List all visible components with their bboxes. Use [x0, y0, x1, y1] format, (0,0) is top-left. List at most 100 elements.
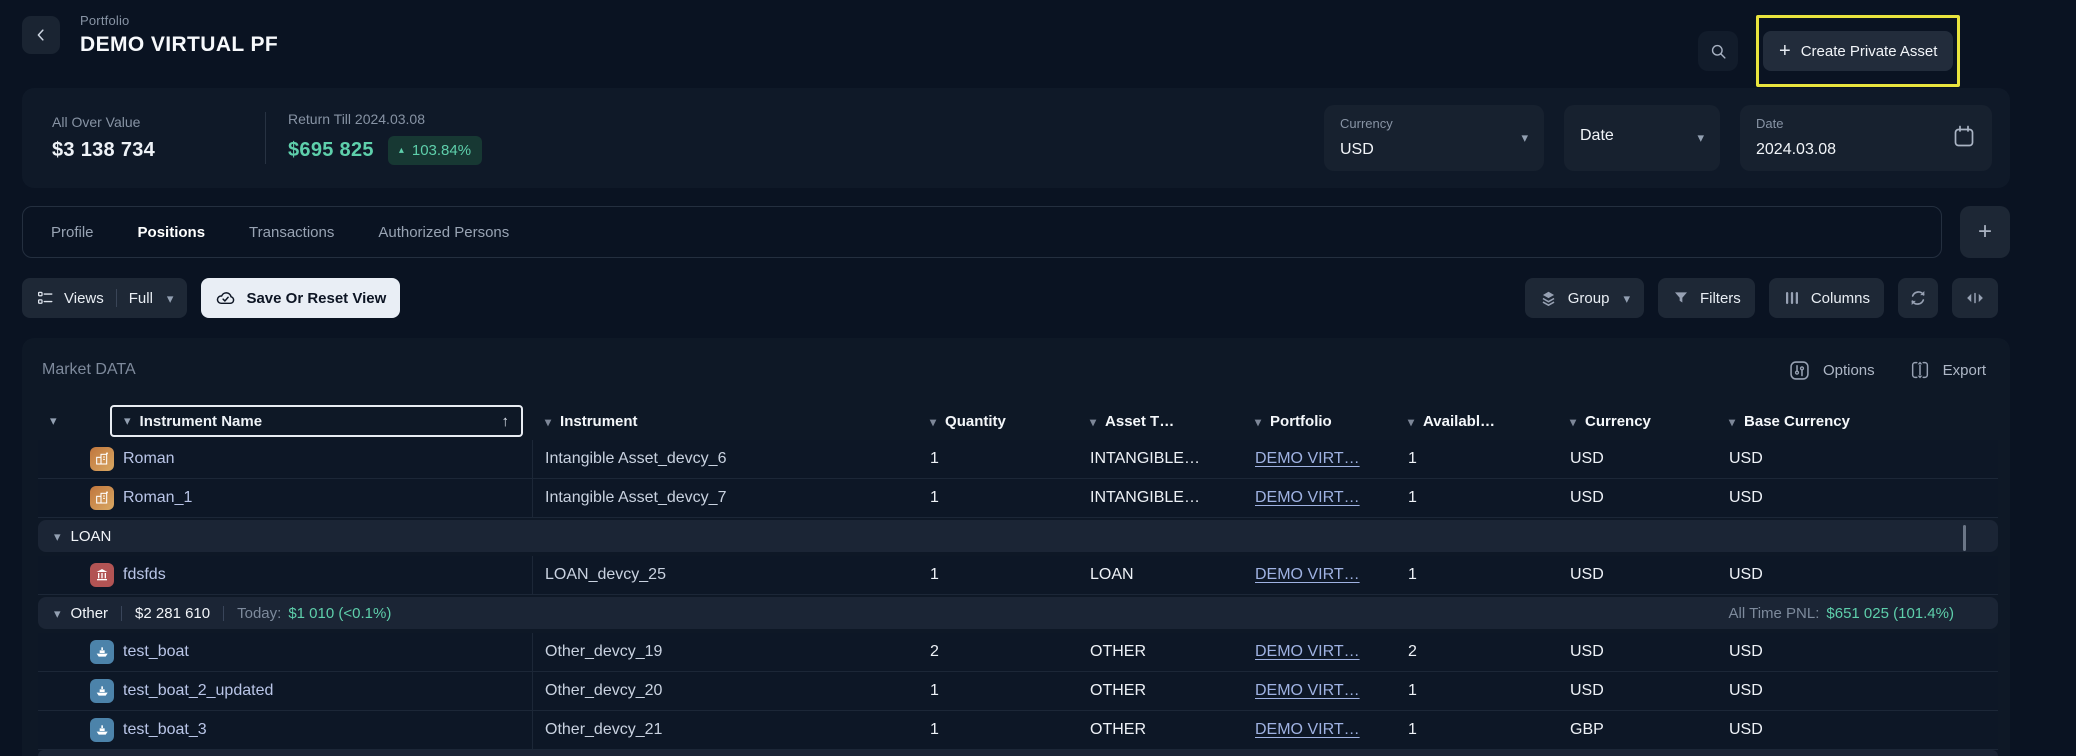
- search-icon: [1711, 44, 1726, 59]
- cell-portfolio[interactable]: DEMO VIRT…: [1255, 682, 1360, 699]
- cell-available: 1: [1408, 450, 1417, 467]
- columns-label: Columns: [1810, 289, 1870, 307]
- cell-name[interactable]: test_boat_3: [123, 721, 207, 738]
- tab-authorized-persons[interactable]: Authorized Persons: [378, 224, 509, 241]
- cell-currency: USD: [1570, 566, 1604, 583]
- cell-base-currency: USD: [1729, 566, 1763, 583]
- group-label: LOAN: [70, 527, 112, 545]
- column-header-available[interactable]: Availabl…: [1396, 413, 1558, 430]
- columns-button[interactable]: Columns: [1768, 278, 1884, 318]
- cell-instrument: Intangible Asset_devcy_7: [545, 489, 727, 506]
- options-label: Options: [1822, 361, 1875, 379]
- group-pnl-value: $651 025 (101.4%): [1826, 604, 1954, 622]
- column-header-instrument[interactable]: Instrument: [533, 413, 918, 430]
- cell-name[interactable]: fdsfds: [123, 566, 166, 583]
- table-row[interactable]: test_boat_3 Other_devcy_21 1 OTHER DEMO …: [38, 711, 1998, 750]
- cell-portfolio[interactable]: DEMO VIRT…: [1255, 489, 1360, 506]
- cell-name[interactable]: Roman: [123, 450, 175, 467]
- column-label: Base Currency: [1744, 412, 1850, 430]
- column-label: Availabl…: [1423, 412, 1495, 430]
- cell-name[interactable]: test_boat_2_updated: [123, 682, 274, 699]
- cell-asset-type: INTANGIBLE…: [1090, 450, 1200, 467]
- plus-icon: +: [1977, 218, 1992, 245]
- cell-name[interactable]: test_boat: [123, 643, 189, 660]
- table-row[interactable]: Roman_1 Intangible Asset_devcy_7 1 INTAN…: [38, 479, 1998, 518]
- cell-name[interactable]: Roman_1: [123, 489, 193, 506]
- cell-portfolio[interactable]: DEMO VIRT…: [1255, 643, 1360, 660]
- page-title: DEMO VIRTUAL PF: [80, 33, 279, 56]
- add-tab-button[interactable]: +: [1960, 206, 2010, 258]
- create-asset-highlight: + Create Private Asset: [1756, 15, 1961, 87]
- search-button[interactable]: [1698, 31, 1738, 71]
- date-mode-select[interactable]: Date: [1564, 105, 1720, 171]
- boat-icon: [90, 718, 114, 742]
- table-row[interactable]: test_boat_2_updated Other_devcy_20 1 OTH…: [38, 672, 1998, 711]
- funnel-icon: [1674, 292, 1687, 303]
- cell-quantity: 2: [930, 643, 939, 660]
- cell-asset-type: OTHER: [1090, 721, 1146, 738]
- table-row[interactable]: test_boat Other_devcy_19 2 OTHER DEMO VI…: [38, 633, 1998, 672]
- refresh-button[interactable]: [1898, 278, 1938, 318]
- chevron-down-icon: [50, 412, 57, 430]
- column-label: Instrument Name: [139, 412, 263, 430]
- save-or-reset-view-label: Save Or Reset View: [246, 289, 387, 307]
- cell-portfolio[interactable]: DEMO VIRT…: [1255, 721, 1360, 738]
- group-pnl: All Time PNL: $651 025 (101.4%): [1729, 605, 1982, 622]
- cell-portfolio[interactable]: DEMO VIRT…: [1255, 450, 1360, 467]
- cell-quantity: 1: [930, 566, 939, 583]
- section-title: Market DATA: [42, 361, 136, 378]
- chevron-left-icon: [37, 29, 44, 41]
- expand-panes-button[interactable]: [1952, 278, 1998, 318]
- tab-list: Profile Positions Transactions Authorized P…: [22, 206, 1942, 258]
- chevron-down-icon: [54, 605, 61, 622]
- view-list-icon: [37, 291, 53, 304]
- cell-portfolio[interactable]: DEMO VIRT…: [1255, 566, 1360, 583]
- column-header-base-currency[interactable]: Base Currency: [1717, 413, 1998, 430]
- table-row[interactable]: Roman Intangible Asset_devcy_6 1 INTANGI…: [38, 440, 1998, 479]
- expand-all-control[interactable]: [38, 412, 84, 430]
- all-over-value-label: All Over Value: [52, 114, 141, 130]
- column-header-instrument-name[interactable]: Instrument Name ↑: [110, 405, 523, 437]
- column-header-currency[interactable]: Currency: [1558, 413, 1717, 430]
- toolbar: Views Full Save Or Reset View Group Filt…: [22, 277, 1998, 319]
- views-button[interactable]: Views Full: [22, 278, 188, 318]
- group-row[interactable]: Other $2 281 610 Today: $1 010 (<0.1%) A…: [38, 597, 1998, 629]
- vertical-scrollbar[interactable]: [1963, 525, 1966, 551]
- back-button[interactable]: [22, 16, 60, 54]
- column-label: Instrument: [560, 412, 638, 430]
- tab-positions[interactable]: Positions: [138, 224, 206, 241]
- group-today-value: $1 010 (<0.1%): [288, 604, 392, 622]
- cell-instrument: Other_devcy_21: [545, 721, 663, 738]
- next-group-row-partial: [38, 750, 1998, 756]
- cell-base-currency: USD: [1729, 682, 1763, 699]
- tab-transactions[interactable]: Transactions: [249, 224, 334, 241]
- cell-currency: USD: [1570, 682, 1604, 699]
- return-percent-badge: ▴ 103.84%: [387, 136, 483, 165]
- group-button[interactable]: Group: [1524, 278, 1644, 318]
- cloud-check-icon: [217, 291, 235, 304]
- column-header-portfolio[interactable]: Portfolio: [1243, 413, 1396, 430]
- cell-asset-type: INTANGIBLE…: [1090, 489, 1200, 506]
- stat-divider: [265, 112, 266, 164]
- filters-label: Filters: [1699, 289, 1741, 307]
- options-button[interactable]: Options: [1788, 359, 1875, 382]
- tab-label: Profile: [51, 223, 94, 241]
- group-row[interactable]: LOAN: [38, 520, 1998, 552]
- cell-base-currency: USD: [1729, 643, 1763, 660]
- date-picker-field[interactable]: Date 2024.03.08: [1740, 105, 1992, 171]
- save-or-reset-view-button[interactable]: Save Or Reset View: [201, 278, 401, 318]
- create-private-asset-button[interactable]: + Create Private Asset: [1763, 31, 1954, 71]
- column-header-quantity[interactable]: Quantity: [918, 413, 1078, 430]
- export-button[interactable]: Export: [1909, 359, 1986, 382]
- currency-select[interactable]: Currency USD: [1324, 105, 1544, 171]
- filters-button[interactable]: Filters: [1657, 278, 1755, 318]
- date-mode-value: Date: [1580, 127, 1614, 144]
- column-header-asset-type[interactable]: Asset T…: [1078, 413, 1243, 430]
- create-private-asset-label: Create Private Asset: [1800, 42, 1938, 60]
- tab-profile[interactable]: Profile: [51, 224, 94, 241]
- return-label: Return Till 2024.03.08: [288, 111, 425, 127]
- table-row[interactable]: fdsfds LOAN_devcy_25 1 LOAN DEMO VIRT… 1…: [38, 556, 1998, 595]
- cell-asset-type: OTHER: [1090, 643, 1146, 660]
- cell-base-currency: USD: [1729, 721, 1763, 738]
- return-percent: 103.84%: [411, 142, 472, 159]
